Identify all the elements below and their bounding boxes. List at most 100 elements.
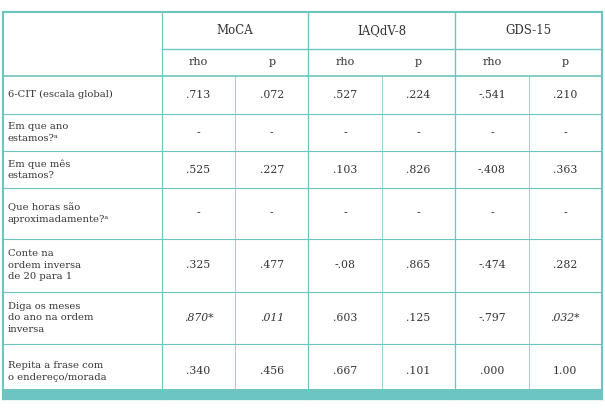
- Bar: [309, 151, 382, 188]
- Text: -: -: [490, 208, 494, 218]
- Bar: [529, 76, 602, 114]
- Bar: [455, 344, 529, 399]
- Bar: [162, 76, 235, 114]
- Text: rho: rho: [336, 58, 355, 67]
- Text: .282: .282: [553, 260, 578, 270]
- Bar: [162, 239, 235, 291]
- Text: -.408: -.408: [478, 164, 506, 175]
- Bar: [529, 188, 602, 239]
- Text: 6-CIT (escala global): 6-CIT (escala global): [8, 90, 113, 99]
- Bar: [3, 12, 162, 49]
- Text: -: -: [270, 128, 273, 138]
- Text: Diga os meses
do ano na ordem
inversa: Diga os meses do ano na ordem inversa: [8, 302, 93, 334]
- Bar: [3, 188, 162, 239]
- Bar: [382, 151, 455, 188]
- Text: .603: .603: [333, 313, 358, 323]
- Bar: [3, 151, 162, 188]
- Bar: [382, 49, 455, 76]
- Bar: [162, 114, 235, 151]
- Text: .000: .000: [480, 367, 504, 376]
- Bar: [235, 114, 309, 151]
- Bar: [162, 188, 235, 239]
- Text: Repita a frase com
o endereço/morada: Repita a frase com o endereço/morada: [8, 361, 106, 382]
- Text: .667: .667: [333, 367, 358, 376]
- Text: -: -: [563, 208, 567, 218]
- Bar: [455, 239, 529, 291]
- Bar: [235, 239, 309, 291]
- Bar: [529, 114, 602, 151]
- Text: -: -: [270, 208, 273, 218]
- Text: Em que ano
estamos?ᵃ: Em que ano estamos?ᵃ: [8, 122, 68, 143]
- Bar: [3, 291, 162, 344]
- Bar: [162, 344, 235, 399]
- Bar: [235, 344, 309, 399]
- Bar: [235, 188, 309, 239]
- Bar: [309, 12, 455, 49]
- Bar: [309, 344, 382, 399]
- Bar: [529, 151, 602, 188]
- Bar: [455, 49, 529, 76]
- Text: -: -: [417, 128, 420, 138]
- Text: .477: .477: [260, 260, 284, 270]
- Bar: [235, 49, 309, 76]
- Bar: [455, 188, 529, 239]
- Text: .713: .713: [186, 90, 211, 100]
- Text: .826: .826: [407, 164, 431, 175]
- Text: MoCA: MoCA: [217, 24, 253, 37]
- Bar: [309, 188, 382, 239]
- Bar: [382, 114, 455, 151]
- Bar: [455, 151, 529, 188]
- Bar: [455, 12, 602, 49]
- Text: .870*: .870*: [184, 313, 213, 323]
- Text: p: p: [561, 58, 569, 67]
- Text: 1.00: 1.00: [553, 367, 578, 376]
- Text: -: -: [344, 208, 347, 218]
- Text: -: -: [197, 128, 200, 138]
- Bar: [309, 49, 382, 76]
- Bar: [3, 344, 162, 399]
- Text: .227: .227: [260, 164, 284, 175]
- Text: .456: .456: [260, 367, 284, 376]
- Bar: [382, 188, 455, 239]
- Text: .340: .340: [186, 367, 211, 376]
- Bar: [3, 239, 162, 291]
- Bar: [382, 344, 455, 399]
- Text: .101: .101: [407, 367, 431, 376]
- Text: -.797: -.797: [478, 313, 506, 323]
- Text: p: p: [415, 58, 422, 67]
- Bar: [529, 49, 602, 76]
- Text: Conte na
ordem inversa
de 20 para 1: Conte na ordem inversa de 20 para 1: [8, 249, 81, 281]
- Bar: [162, 291, 235, 344]
- Text: Que horas são
aproximadamente?ᵃ: Que horas são aproximadamente?ᵃ: [8, 203, 109, 224]
- Bar: [3, 49, 162, 76]
- Bar: [3, 76, 162, 114]
- Text: -.541: -.541: [478, 90, 506, 100]
- Bar: [162, 12, 309, 49]
- Text: .103: .103: [333, 164, 358, 175]
- Bar: [529, 344, 602, 399]
- Text: IAQdV-8: IAQdV-8: [358, 24, 407, 37]
- Bar: [3, 389, 602, 399]
- Text: .224: .224: [407, 90, 431, 100]
- Text: .865: .865: [407, 260, 431, 270]
- Bar: [162, 49, 235, 76]
- Text: p: p: [268, 58, 275, 67]
- Bar: [235, 76, 309, 114]
- Bar: [309, 114, 382, 151]
- Text: .032*: .032*: [551, 313, 580, 323]
- Text: Em que mês
estamos?: Em que mês estamos?: [8, 159, 70, 180]
- Text: .125: .125: [407, 313, 431, 323]
- Bar: [455, 114, 529, 151]
- Bar: [309, 291, 382, 344]
- Bar: [382, 291, 455, 344]
- Text: .325: .325: [186, 260, 211, 270]
- Text: .072: .072: [260, 90, 284, 100]
- Text: .210: .210: [553, 90, 578, 100]
- Text: -: -: [490, 128, 494, 138]
- Bar: [3, 114, 162, 151]
- Text: -.08: -.08: [335, 260, 356, 270]
- Bar: [162, 151, 235, 188]
- Text: -: -: [344, 128, 347, 138]
- Text: -.474: -.474: [478, 260, 506, 270]
- Text: -: -: [417, 208, 420, 218]
